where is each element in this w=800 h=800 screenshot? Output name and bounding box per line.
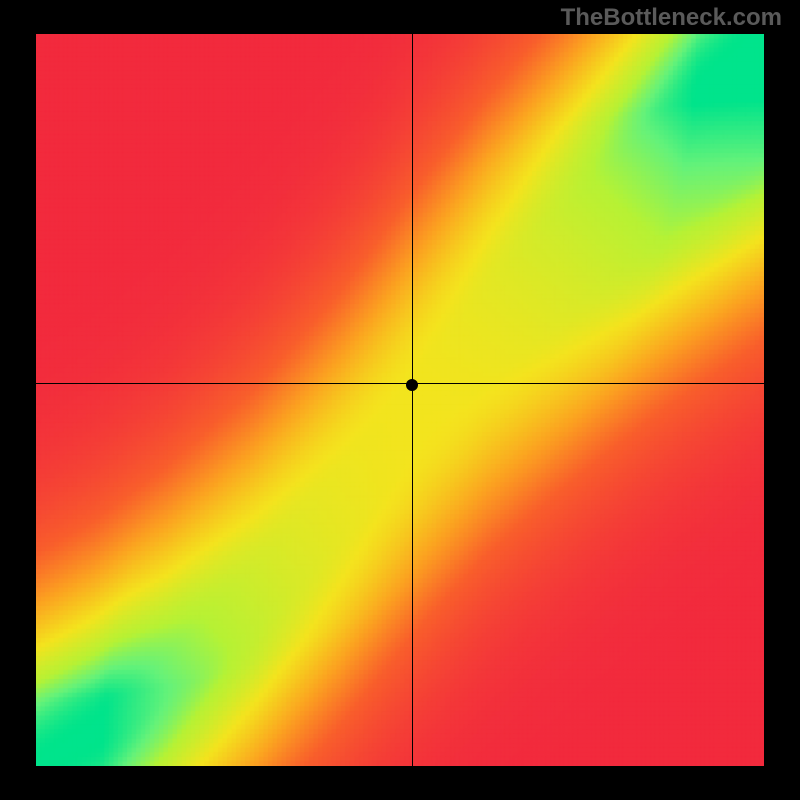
heatmap-canvas	[36, 34, 764, 766]
watermark-label: TheBottleneck.com	[561, 4, 782, 32]
crosshair-marker	[406, 379, 418, 391]
heatmap-plot-area	[36, 34, 764, 766]
chart-container: TheBottleneck.com	[0, 0, 800, 800]
crosshair-horizontal	[36, 383, 764, 384]
crosshair-vertical	[412, 34, 413, 766]
